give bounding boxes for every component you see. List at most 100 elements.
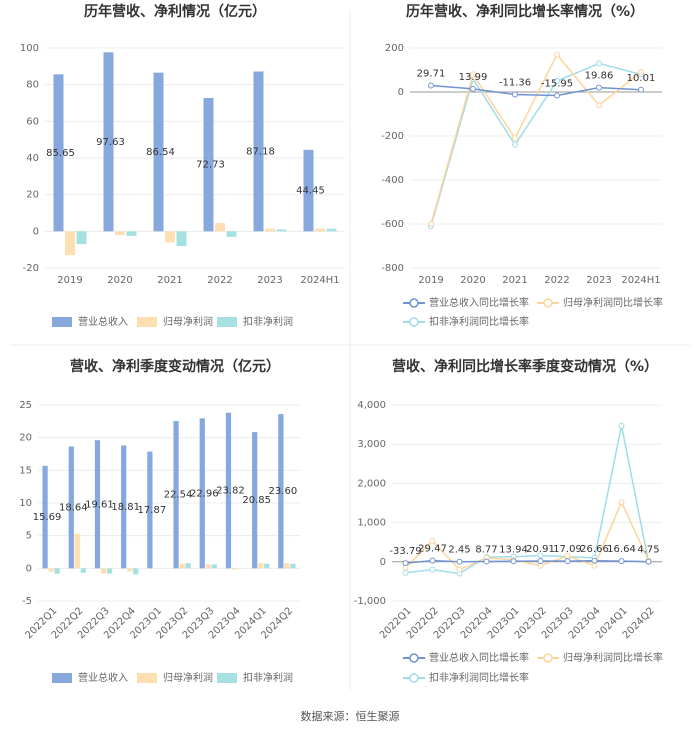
value-label: -15.95 <box>541 79 573 90</box>
y-tick-label: 3,000 <box>357 439 386 450</box>
legend-swatch <box>217 317 237 327</box>
x-tick-label: 2023 <box>586 275 611 286</box>
legend-item: 营业总收入 <box>52 315 128 328</box>
point <box>428 221 434 227</box>
point <box>429 538 436 545</box>
x-tick-label: 2021 <box>157 275 182 286</box>
value-label: 20.91 <box>526 544 555 555</box>
legend-swatch <box>137 673 157 683</box>
value-label: 17.87 <box>138 505 167 516</box>
legend-item: 营业总收入同比增长率 <box>403 651 529 664</box>
point <box>512 141 518 148</box>
y-tick-label: -1,000 <box>354 596 386 607</box>
bar <box>231 568 238 570</box>
bar <box>215 223 225 232</box>
value-label: 2.45 <box>448 545 470 556</box>
point <box>596 84 602 91</box>
legend-swatch <box>52 317 72 327</box>
value-label: 85.65 <box>46 148 75 159</box>
legend-label: 营业总收入 <box>78 315 128 328</box>
point <box>618 422 625 429</box>
point <box>554 51 560 58</box>
point <box>554 92 560 99</box>
chart: 历年营收、净利情况（亿元） -20 0 20 40 60 80 100 2019 2020 2021… <box>20 3 345 328</box>
legend-item: 营业总收入同比增长率 <box>403 296 529 309</box>
bar <box>225 412 232 569</box>
y-tick-label: 10 <box>19 498 32 509</box>
x-tick-label: 2024H1 <box>300 275 339 286</box>
y-tick-label: 4,000 <box>357 400 386 411</box>
point <box>470 85 476 92</box>
y-tick-label: 2,000 <box>357 478 386 489</box>
legend-swatch <box>137 317 157 327</box>
legend-swatch <box>409 673 419 683</box>
line <box>430 62 642 227</box>
value-label: 23.60 <box>269 486 298 497</box>
chart: 营收、净利季度变动情况（亿元）-505101520252022Q12022Q22… <box>19 358 300 684</box>
bar <box>65 231 75 256</box>
bar <box>68 446 74 569</box>
bar <box>303 149 314 232</box>
point <box>483 558 490 565</box>
y-tick-label: -600 <box>381 219 404 230</box>
bar <box>80 568 86 573</box>
point <box>618 558 625 565</box>
bar <box>106 568 113 574</box>
bar <box>226 231 237 237</box>
y-tick-label: 40 <box>26 153 39 164</box>
point <box>537 557 544 564</box>
value-label: 10.01 <box>627 73 656 84</box>
value-label: -11.36 <box>499 77 531 88</box>
bar <box>76 231 87 245</box>
point <box>429 557 436 564</box>
bar <box>127 568 133 572</box>
x-tick-label: 2024H1 <box>621 275 660 286</box>
bar <box>199 418 205 569</box>
value-label: 22.54 <box>164 490 193 501</box>
value-label: 19.86 <box>585 71 614 82</box>
chart: 营收、净利同比增长率季度变动情况（%） -1,000 0 1,000 2,000 3,00… <box>354 358 663 684</box>
legend-label: 营业总收入同比增长率 <box>429 296 529 309</box>
y-tick-label: 1,000 <box>357 518 386 529</box>
point <box>591 562 598 569</box>
value-label: 16.64 <box>607 544 636 555</box>
point <box>402 569 409 576</box>
y-tick-label: 0 <box>380 557 386 568</box>
bar <box>258 563 264 569</box>
line <box>405 425 650 575</box>
point <box>510 558 517 565</box>
legend-item: 扣非净利润 <box>217 671 293 684</box>
point <box>591 557 598 564</box>
bar <box>121 445 127 569</box>
x-tick-label: 2019 <box>57 275 82 286</box>
bar <box>252 432 258 569</box>
bar <box>203 97 214 232</box>
x-tick-label: 2022 <box>207 275 232 286</box>
value-label: 18.64 <box>59 502 88 513</box>
legend-item: 营业总收入 <box>52 671 128 684</box>
value-label: 86.54 <box>146 147 175 158</box>
bar <box>315 228 325 232</box>
legend-label: 营业总收入同比增长率 <box>429 651 529 664</box>
legend-item: 归母净利润 <box>137 671 213 684</box>
value-label: 22.96 <box>190 488 219 499</box>
value-label: 29.47 <box>418 544 447 555</box>
y-tick-label: -400 <box>381 175 404 186</box>
y-tick-label: 20 <box>19 433 32 444</box>
legend-item: 扣非净利润 <box>217 315 293 328</box>
x-tick-label: 2019 <box>418 275 443 286</box>
chart-title: 营收、净利季度变动情况（亿元） <box>70 358 280 375</box>
x-tick-label: 2020 <box>107 275 132 286</box>
y-tick-label: -800 <box>381 263 404 274</box>
legend-item: 归母净利润 <box>137 315 213 328</box>
bar <box>284 563 290 569</box>
line <box>404 500 650 571</box>
bar <box>290 563 296 569</box>
point <box>402 560 409 567</box>
y-tick-label: 5 <box>26 531 32 542</box>
bar <box>278 414 284 569</box>
legend-label: 营业总收入 <box>78 671 128 684</box>
legend-label: 扣非净利润同比增长率 <box>429 671 529 684</box>
legend-swatch <box>543 298 553 308</box>
value-label: 19.61 <box>85 499 114 510</box>
